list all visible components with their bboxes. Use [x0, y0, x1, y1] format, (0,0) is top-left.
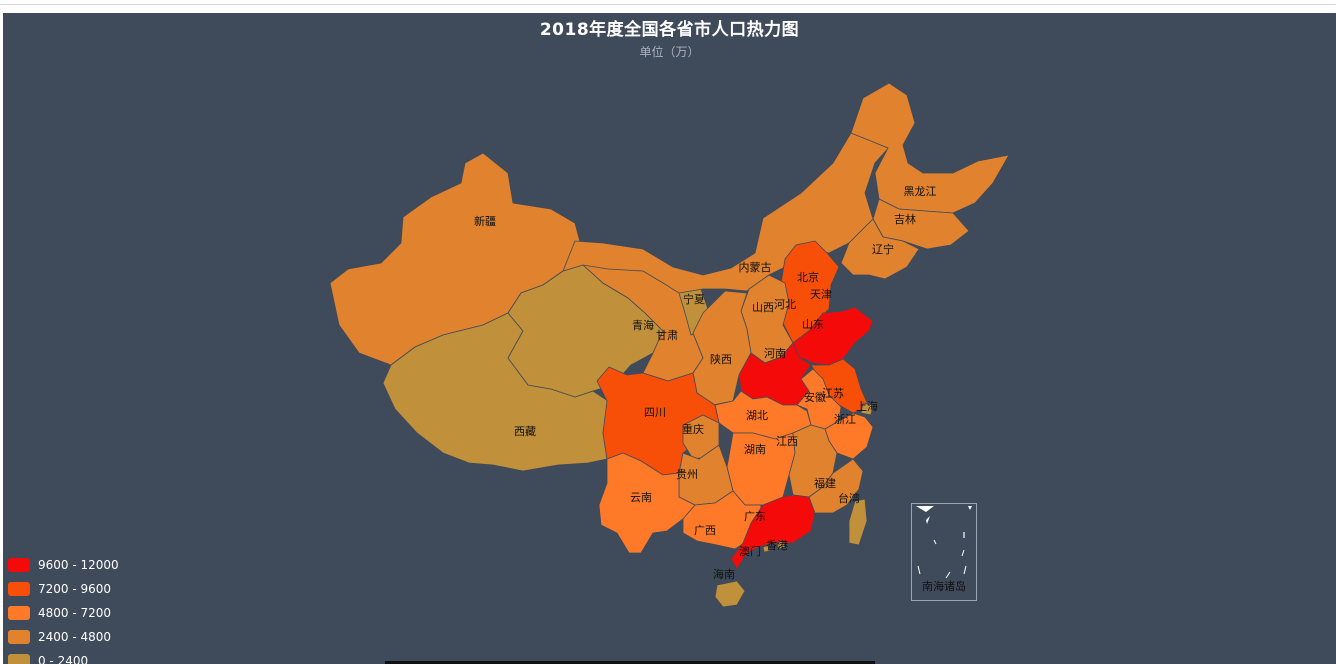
legend-item-4800-7200[interactable]: 4800 - 7200 [8, 601, 119, 625]
top-divider [0, 4, 1336, 5]
province-label: 吉林 [894, 212, 916, 226]
province-region[interactable] [714, 580, 746, 608]
province-label: 湖北 [746, 409, 768, 422]
province-label: 山东 [802, 318, 824, 331]
province-label: 浙江 [834, 413, 856, 426]
province-label: 台湾 [838, 491, 860, 505]
province-label: 江苏 [822, 387, 844, 400]
legend-swatch [8, 630, 30, 644]
province-region[interactable] [792, 306, 874, 366]
south-china-sea-islands-icon [916, 506, 972, 579]
legend-label: 4800 - 7200 [38, 606, 112, 620]
province-label: 山西 [752, 301, 774, 314]
legend-swatch [8, 606, 30, 620]
legend-item-0-2400[interactable]: 0 - 2400 [8, 649, 119, 664]
legend-swatch [8, 558, 30, 572]
province-region[interactable] [840, 218, 920, 280]
province-label: 黑龙江 [904, 185, 937, 198]
province-label: 四川 [644, 406, 666, 419]
province-label: 内蒙古 [739, 260, 772, 274]
legend-label: 7200 - 9600 [38, 582, 112, 596]
province-region[interactable] [598, 452, 696, 554]
province-region[interactable] [860, 402, 874, 416]
province-region[interactable] [848, 498, 868, 546]
map-subtitle: 单位（万） [639, 45, 700, 59]
map-panel: 2018年度全国各省市人口热力图 单位（万） 新疆西藏 青海 甘肃 宁夏 内蒙古 黑龙江吉… [3, 13, 1336, 664]
legend-swatch [8, 654, 30, 664]
legend-item-2400-4800[interactable]: 2400 - 4800 [8, 625, 119, 649]
province-label: 云南 [630, 491, 652, 504]
province-region[interactable] [808, 458, 864, 514]
province-label: 贵州 [676, 468, 698, 481]
province-label: 广东 [744, 510, 766, 523]
province-label: 青海 [632, 318, 654, 332]
province-label: 甘肃 [656, 329, 678, 342]
province-region[interactable] [762, 544, 771, 553]
legend-label: 2400 - 4800 [38, 630, 112, 644]
province-label: 宁夏 [683, 292, 705, 306]
province-region[interactable] [730, 494, 816, 570]
province-label: 广西 [694, 524, 716, 537]
province-label: 江西 [776, 435, 798, 448]
legend-item-7200-9600[interactable]: 7200 - 9600 [8, 577, 119, 601]
map-title: 2018年度全国各省市人口热力图 [539, 20, 800, 40]
province-label: 西藏 [514, 425, 536, 438]
province-region[interactable] [562, 82, 916, 294]
province-region[interactable] [776, 540, 786, 550]
province-label: 安徽 [804, 390, 826, 404]
province-label: 上海 [856, 399, 878, 413]
province-label: 天津 [810, 288, 832, 301]
visual-map-legend: 9600 - 12000 7200 - 9600 4800 - 7200 240… [8, 553, 119, 664]
inset-label: 南海诸岛 [922, 580, 966, 593]
province-label: 北京 [797, 270, 819, 284]
legend-swatch [8, 582, 30, 596]
province-label: 辽宁 [872, 242, 894, 256]
horizontal-scrollbar[interactable] [385, 661, 875, 664]
province-label: 湖南 [744, 443, 766, 456]
province-label: 河南 [764, 347, 786, 360]
province-label: 澳门 [739, 544, 761, 558]
province-label: 香港 [766, 539, 788, 552]
province-region[interactable] [692, 290, 752, 406]
province-label: 陕西 [710, 352, 732, 366]
legend-label: 0 - 2400 [38, 654, 89, 664]
province-label: 河北 [774, 298, 796, 311]
legend-label: 9600 - 12000 [38, 558, 119, 572]
province-label: 新疆 [474, 214, 496, 228]
province-label: 重庆 [682, 422, 704, 436]
province-label: 海南 [713, 567, 735, 581]
legend-item-9600-12000[interactable]: 9600 - 12000 [8, 553, 119, 577]
province-label: 福建 [814, 476, 836, 490]
south-china-sea-inset: 南海诸岛 [911, 503, 977, 601]
